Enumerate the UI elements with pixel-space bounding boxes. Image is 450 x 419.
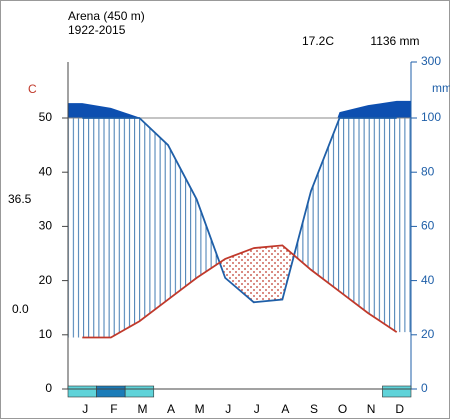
x-tick-label: N [367, 402, 376, 416]
y2-tick-label: 40 [421, 273, 435, 287]
y-tick-label: 50 [39, 110, 53, 124]
series-line [82, 244, 398, 339]
side-label: 0.0 [12, 302, 29, 316]
y2-axis-label: mm [432, 81, 450, 95]
subtitle: 1922-2015 [68, 23, 126, 37]
x-tick-label: D [395, 402, 404, 416]
y-tick-label: 20 [39, 273, 53, 287]
x-tick-label: J [254, 402, 260, 416]
x-tick-label: S [310, 402, 318, 416]
y2-tick-label: 300 [421, 54, 441, 68]
y2-tick-label: 100 [421, 110, 441, 124]
y-tick-label: 10 [39, 327, 53, 341]
y2-tick-label: 0 [421, 381, 428, 395]
side-label: 36.5 [8, 192, 32, 206]
x-tick-label: M [195, 402, 205, 416]
frost-box [67, 385, 97, 398]
x-tick-label: A [167, 402, 175, 416]
x-tick-label: M [137, 402, 147, 416]
annual-precipitation: 1136 mm [370, 34, 419, 48]
y-axis-label: C [28, 82, 37, 96]
title: Arena (450 m) [68, 9, 145, 23]
y-tick-label: 0 [45, 381, 52, 395]
x-tick-label: A [281, 402, 289, 416]
frost-box [382, 385, 412, 398]
frost-box [96, 385, 126, 398]
x-tick-label: O [338, 402, 347, 416]
y2-tick-label: 20 [421, 327, 435, 341]
frost-box [124, 385, 155, 398]
y2-tick-label: 80 [421, 164, 435, 178]
x-tick-label: J [225, 402, 231, 416]
x-tick-label: J [82, 402, 88, 416]
series-line [82, 117, 397, 304]
excess-fill [68, 100, 411, 118]
y-tick-label: 30 [39, 219, 53, 233]
y-tick-label: 40 [39, 164, 53, 178]
mean-temperature: 17.2C [302, 34, 334, 48]
x-tick-label: F [110, 402, 117, 416]
y2-tick-label: 60 [421, 219, 435, 233]
